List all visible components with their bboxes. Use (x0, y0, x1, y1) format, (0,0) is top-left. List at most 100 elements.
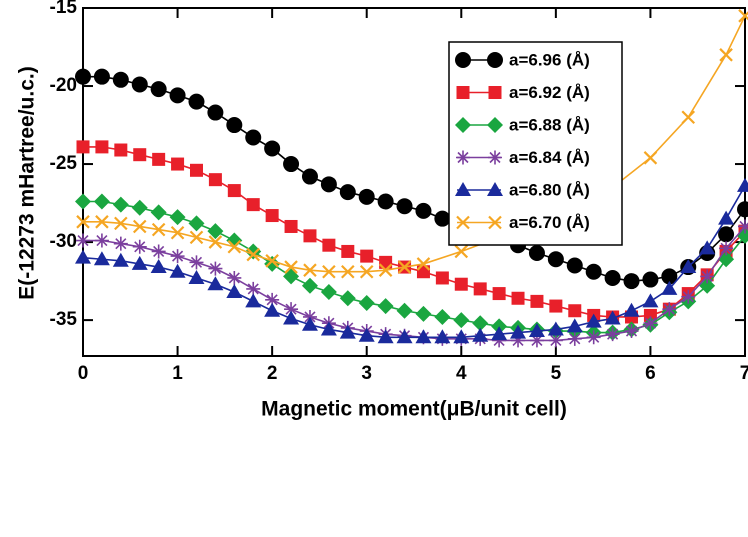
marker (132, 239, 147, 254)
marker (487, 182, 503, 196)
x-tick-label: 4 (456, 363, 467, 384)
marker (549, 299, 563, 313)
marker (473, 282, 487, 296)
marker (283, 156, 300, 173)
marker (133, 148, 147, 162)
y-tick-label: -15 (50, 0, 78, 18)
marker (661, 268, 678, 285)
marker (586, 330, 601, 345)
marker (75, 68, 91, 85)
marker (75, 193, 91, 210)
marker (529, 333, 544, 348)
marker (131, 255, 148, 270)
marker (585, 313, 602, 328)
marker (227, 270, 242, 285)
marker (339, 184, 356, 201)
marker (151, 244, 166, 259)
marker (75, 249, 91, 264)
marker (548, 333, 563, 348)
marker (643, 151, 658, 165)
marker (171, 157, 185, 171)
marker (472, 315, 489, 332)
marker (208, 261, 223, 276)
marker (169, 87, 186, 104)
marker (245, 293, 262, 308)
y-tick-label: -35 (50, 309, 78, 330)
marker (454, 244, 469, 259)
marker (358, 188, 375, 205)
marker (566, 257, 583, 274)
marker (455, 182, 471, 196)
marker (150, 81, 167, 98)
y-tick-label: -25 (50, 153, 78, 174)
marker (415, 305, 432, 322)
marker (132, 219, 147, 234)
marker (264, 302, 281, 317)
legend-box (448, 41, 623, 246)
marker (303, 263, 317, 277)
marker (643, 316, 658, 331)
marker (245, 129, 262, 146)
marker (491, 326, 508, 341)
marker (112, 71, 129, 88)
legend-label: a=6.96 (Å) (509, 50, 590, 69)
marker (456, 150, 470, 165)
marker (680, 259, 697, 274)
marker (95, 215, 109, 229)
marker (301, 316, 318, 331)
marker (719, 241, 734, 256)
marker (396, 198, 413, 215)
marker (397, 260, 412, 274)
marker (566, 318, 583, 333)
marker (76, 215, 90, 229)
marker (528, 245, 545, 262)
marker (604, 310, 621, 325)
marker (455, 117, 471, 133)
legend-label: a=6.70 (Å) (509, 213, 590, 232)
marker (510, 324, 527, 339)
marker (208, 173, 222, 187)
x-tick-label: 0 (78, 363, 89, 384)
marker (435, 271, 449, 285)
x-tick-label: 5 (551, 363, 562, 384)
marker (322, 238, 336, 252)
marker (170, 225, 185, 240)
marker (284, 260, 298, 274)
marker (188, 215, 205, 232)
marker (283, 310, 300, 325)
y-tick-label: -30 (50, 231, 77, 252)
marker (738, 9, 748, 23)
marker (434, 308, 451, 325)
marker (246, 281, 261, 296)
marker (738, 219, 748, 234)
marker (264, 140, 281, 157)
marker (453, 312, 470, 329)
marker (341, 244, 355, 258)
marker (719, 48, 733, 62)
marker (301, 277, 318, 294)
marker (699, 240, 716, 255)
marker (150, 259, 167, 274)
marker (511, 291, 525, 305)
marker (623, 273, 640, 290)
marker (511, 333, 526, 348)
marker (150, 204, 167, 221)
marker (114, 216, 128, 231)
marker (226, 284, 243, 299)
marker (265, 292, 280, 307)
marker (681, 289, 696, 304)
marker (189, 230, 204, 245)
marker (488, 215, 502, 230)
legend-label: a=6.80 (Å) (509, 180, 590, 199)
marker (93, 68, 110, 85)
marker (377, 298, 394, 315)
marker (339, 324, 356, 339)
marker (188, 269, 205, 284)
marker (718, 210, 735, 225)
x-tick-label: 2 (267, 363, 278, 384)
legend-label: a=6.92 (Å) (509, 83, 590, 102)
y-axis-label: E(-12273 mHartree/u.c.) (16, 66, 39, 299)
marker (170, 249, 185, 264)
